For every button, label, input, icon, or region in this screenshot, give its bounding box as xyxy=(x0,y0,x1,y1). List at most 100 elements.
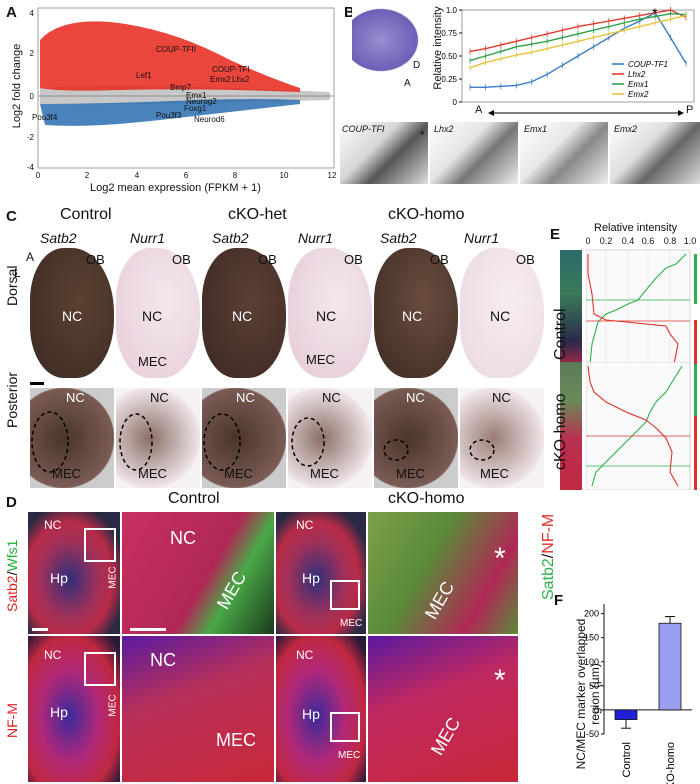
nc-post-1: NC xyxy=(66,390,85,405)
panel-c-letter: C xyxy=(6,208,17,225)
ish-image-emx2 xyxy=(610,122,700,184)
volcano-gene-labels: COUP-TFII Lef1 Emx2 COUP-TFI Lhx2 Emx1 B… xyxy=(32,45,250,124)
svg-text:COUP-TFII: COUP-TFII xyxy=(156,45,196,54)
mec-post-4: MEC xyxy=(310,466,339,481)
d-mec-3: MEC xyxy=(340,618,363,629)
d-zoom-box-4 xyxy=(330,712,360,742)
d-row1-label: Satb2/Wfs1 xyxy=(4,539,20,612)
nc-post-3: NC xyxy=(236,390,255,405)
panel-b-letter: B xyxy=(344,4,355,21)
svg-text:Emx1: Emx1 xyxy=(186,91,207,100)
nc-label-2: NC xyxy=(142,308,163,324)
d-row2-label: NF-M xyxy=(4,703,20,738)
line-chart-ylabel: Relative intensity xyxy=(432,6,444,90)
svg-text:10: 10 xyxy=(280,171,289,180)
f-y-tick-label: 0 xyxy=(594,705,599,715)
mec-outlines xyxy=(31,411,495,473)
d-nc-2: NC xyxy=(170,528,196,548)
a-label: A xyxy=(404,78,411,89)
d-homo-zoom-satb2 xyxy=(368,512,518,634)
svg-text:0: 0 xyxy=(36,171,41,180)
ish-image-emx1 xyxy=(520,122,608,184)
d-nc-3: NC xyxy=(296,518,314,532)
svg-text:12: 12 xyxy=(328,171,337,180)
y-tick-label: 0.75 xyxy=(441,29,457,38)
mec-post-1: MEC xyxy=(52,466,81,481)
panel-f-letter: F xyxy=(554,592,564,609)
ob-label-4: OB xyxy=(344,252,363,267)
ob-label-3: OB xyxy=(258,252,277,267)
compass-a: A xyxy=(26,250,35,264)
d-nc-7: NC xyxy=(296,648,314,662)
d-mec-6: MEC xyxy=(216,730,256,750)
svg-text:Lhx2: Lhx2 xyxy=(232,75,250,84)
d-mec-7: MEC xyxy=(338,750,361,761)
dorsal-het-satb2 xyxy=(202,248,286,378)
d-control-overview-satb2 xyxy=(28,512,120,634)
svg-text:Pou3f4: Pou3f4 xyxy=(32,113,58,122)
group-cko-homo: cKO-homo xyxy=(388,206,465,223)
gene-nurr1-2: Nurr1 xyxy=(298,230,334,246)
nc-label-5: NC xyxy=(402,308,423,324)
legend-label: Lhx2 xyxy=(628,70,646,79)
nc-label-3: NC xyxy=(232,308,253,324)
svg-text:0.2: 0.2 xyxy=(600,236,613,246)
d-scalebar-1 xyxy=(32,628,48,631)
scale-bar-c xyxy=(30,382,44,385)
svg-text:4: 4 xyxy=(30,9,35,18)
nc-post-2: NC xyxy=(150,390,169,405)
e-marker-label: Satb2/NF-M xyxy=(540,513,557,600)
svg-text:Neurog2: Neurog2 xyxy=(186,97,217,106)
svg-text:0.6: 0.6 xyxy=(642,236,655,246)
d-scalebar-2 xyxy=(130,628,166,631)
e-intensity-plot-homo xyxy=(586,362,697,490)
dorsal-control-satb2 xyxy=(30,248,114,378)
posterior-het-nurr1 xyxy=(288,388,372,488)
nc-post-4: NC xyxy=(322,390,341,405)
ish-label-emx2: Emx2 xyxy=(614,124,638,134)
posterior-homo-satb2 xyxy=(374,388,458,488)
d-label: D xyxy=(413,60,421,71)
group-control: Control xyxy=(60,206,112,223)
ap-arrow xyxy=(488,110,684,116)
svg-text:0: 0 xyxy=(586,236,591,246)
f-y-tick-label: 150 xyxy=(584,633,599,643)
d-zoom-box-3 xyxy=(330,580,360,610)
d-nc-5: NC xyxy=(44,648,62,662)
d-homo-overview-nfm xyxy=(276,636,366,782)
d-control-zoom-satb2 xyxy=(122,512,274,634)
svg-text:Neurod6: Neurod6 xyxy=(194,115,225,124)
d-control-overview-nfm xyxy=(28,636,120,782)
volcano-plot: COUP-TFII Lef1 Emx2 COUP-TFI Lhx2 Emx1 B… xyxy=(27,7,337,180)
svg-text:8: 8 xyxy=(233,171,238,180)
f-bar-Control xyxy=(614,709,638,720)
ish-label-emx1: Emx1 xyxy=(524,124,548,134)
mec-post-2: MEC xyxy=(138,466,167,481)
e-row-homo: cKO-homo xyxy=(552,393,569,470)
mec-post-3: MEC xyxy=(224,466,253,481)
svg-text:COUP-TFI: COUP-TFI xyxy=(212,65,250,74)
volcano-ylabel: Log2 fold change xyxy=(11,43,23,129)
dorsal-homo-nurr1 xyxy=(460,248,544,378)
ish-star: * xyxy=(420,128,425,142)
dorsal-het-nurr1 xyxy=(288,248,372,378)
bar-chart: 200 150 100 50 0 -50 Control cKO-homo xyxy=(584,604,692,784)
ish-label-lhx2: Lhx2 xyxy=(434,124,454,134)
mec-label-dorsal-2: MEC xyxy=(306,352,335,367)
f-category-label: cKO-homo xyxy=(665,742,677,784)
d-mec-1: MEC xyxy=(107,566,119,589)
d-mec-5: MEC xyxy=(107,694,119,717)
mec-post-5: MEC xyxy=(396,466,425,481)
ob-label-6: OB xyxy=(516,252,535,267)
e-title: Relative intensity xyxy=(594,222,678,234)
svg-text:Foxg1: Foxg1 xyxy=(184,104,207,113)
panel-e-letter: E xyxy=(550,226,561,243)
e-homo-strip xyxy=(560,362,582,490)
legend-label: Emx1 xyxy=(628,80,648,89)
ob-label-1: OB xyxy=(86,252,105,267)
volcano-xlabel: Log2 mean expression (FPKM + 1) xyxy=(90,182,261,194)
legend-label: Emx2 xyxy=(628,90,649,99)
compass-l: L xyxy=(14,266,21,280)
posterior-control-nurr1 xyxy=(116,388,200,488)
